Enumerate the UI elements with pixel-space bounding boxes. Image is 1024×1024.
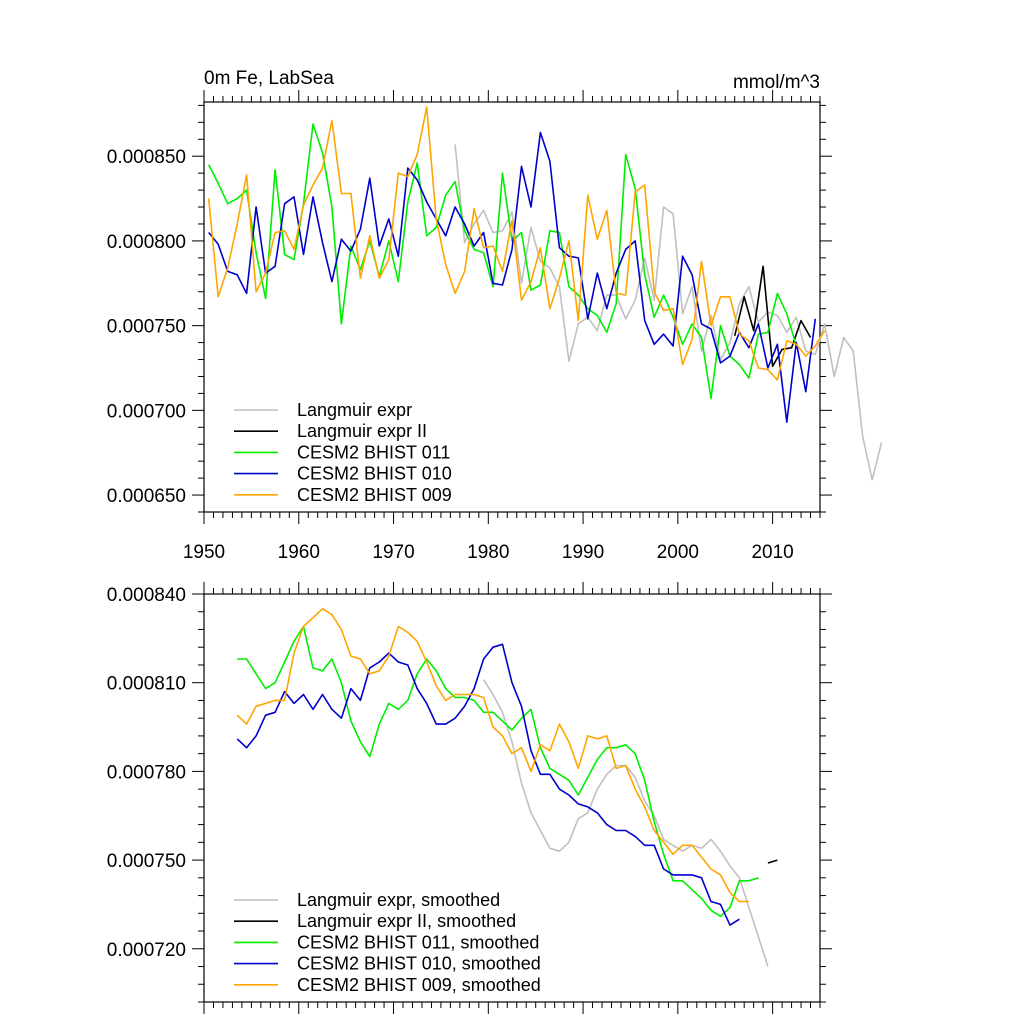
chart-panel-top: 0m Fe, LabSea mmol/m^3 1950 1960 1970 1980 1… bbox=[107, 68, 883, 563]
x-tick-label: 2000 bbox=[657, 542, 699, 563]
plot-frame bbox=[203, 593, 821, 1003]
y-tick-label: 0.000850 bbox=[107, 147, 186, 168]
y-tick-label: 0.000650 bbox=[107, 486, 186, 507]
y-tick-label: 0.000750 bbox=[107, 851, 186, 872]
y-tick-label: 0.000750 bbox=[107, 317, 186, 338]
y-tick-label: 0.000700 bbox=[107, 401, 186, 422]
chart-panel-bottom: 0.000720 0.000750 0.000780 0.000810 0.000840… bbox=[107, 582, 832, 1014]
legend-label: Langmuir expr II, smoothed bbox=[297, 911, 516, 931]
series-line-cesm2-bhist-009-smoothed bbox=[236, 607, 749, 903]
x-tick-label: 1960 bbox=[278, 542, 320, 563]
x-tick-label: 1980 bbox=[467, 542, 509, 563]
legend-label: Langmuir expr II bbox=[297, 421, 427, 441]
legend-label: Langmuir expr, smoothed bbox=[297, 890, 500, 910]
series-line-langmuir-expr-ii bbox=[733, 265, 812, 368]
legend-label: CESM2 BHIST 010, smoothed bbox=[297, 954, 541, 974]
series-line-cesm2-bhist-011 bbox=[207, 123, 798, 400]
series-line-cesm2-bhist-011-smoothed bbox=[237, 625, 759, 918]
chart-title-units: mmol/m^3 bbox=[733, 72, 820, 93]
legend-label: CESM2 BHIST 009, smoothed bbox=[297, 975, 541, 995]
legend-label: Langmuir expr bbox=[297, 400, 412, 420]
legend-label: CESM2 BHIST 011 bbox=[297, 442, 450, 462]
x-tick-label: 2010 bbox=[751, 542, 793, 563]
legend-label: CESM2 BHIST 011, smoothed bbox=[297, 932, 539, 952]
legend-label: CESM2 BHIST 009 bbox=[297, 485, 452, 505]
y-tick-label: 0.000780 bbox=[107, 762, 186, 783]
series-line-langmuir-expr-ii-smoothed bbox=[767, 859, 778, 864]
series-line-cesm2-bhist-009 bbox=[207, 106, 826, 381]
series-line-cesm2-bhist-010-smoothed bbox=[236, 643, 740, 926]
y-tick-label: 0.000840 bbox=[107, 585, 186, 606]
chart-title-left: 0m Fe, LabSea bbox=[204, 68, 334, 89]
x-tick-label: 1990 bbox=[562, 542, 604, 563]
y-tick-label: 0.000810 bbox=[107, 674, 186, 695]
x-tick-label: 1970 bbox=[372, 542, 414, 563]
series-line-cesm2-bhist-010 bbox=[208, 131, 817, 424]
legend-label: CESM2 BHIST 010 bbox=[297, 464, 452, 484]
plot-frame bbox=[203, 101, 821, 513]
x-tick-label: 1950 bbox=[183, 542, 225, 563]
y-tick-label: 0.000720 bbox=[107, 940, 186, 961]
y-tick-label: 0.000800 bbox=[107, 232, 186, 253]
